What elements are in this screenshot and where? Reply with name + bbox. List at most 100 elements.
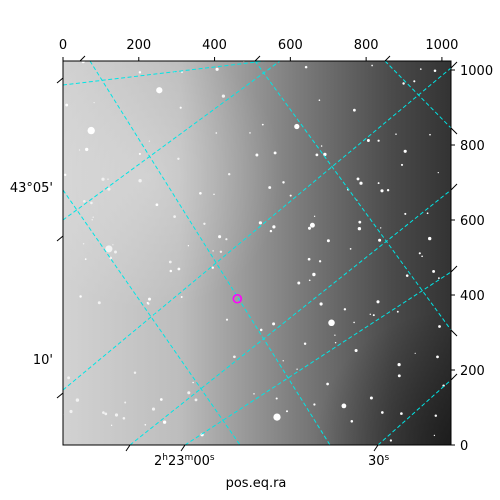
star bbox=[65, 103, 69, 107]
right-tick-label: 1000 bbox=[460, 64, 493, 79]
star bbox=[114, 413, 119, 417]
star bbox=[282, 181, 285, 184]
star bbox=[438, 325, 441, 328]
star bbox=[289, 194, 292, 197]
star bbox=[105, 245, 113, 253]
right-tick-label: 800 bbox=[460, 139, 485, 154]
star bbox=[315, 153, 319, 157]
star bbox=[354, 348, 358, 353]
star bbox=[82, 199, 86, 203]
star bbox=[177, 267, 181, 271]
image-dark-corner bbox=[63, 61, 451, 445]
plot-frame bbox=[62, 60, 452, 446]
star bbox=[97, 301, 101, 305]
star bbox=[253, 393, 255, 395]
star bbox=[372, 314, 375, 317]
top-tick-label: 800 bbox=[354, 38, 379, 53]
star bbox=[397, 363, 401, 367]
star bbox=[334, 341, 337, 344]
world-coordinate-ticks bbox=[56, 55, 458, 452]
star bbox=[356, 177, 360, 181]
star bbox=[369, 396, 373, 400]
star bbox=[255, 153, 259, 157]
star bbox=[307, 226, 312, 230]
star bbox=[268, 186, 272, 189]
star bbox=[419, 68, 422, 70]
star bbox=[92, 216, 94, 218]
star bbox=[357, 227, 362, 231]
star bbox=[101, 177, 105, 181]
star bbox=[273, 151, 277, 155]
star bbox=[326, 382, 329, 386]
star bbox=[273, 413, 281, 421]
star bbox=[148, 140, 151, 142]
world-tick-mark bbox=[450, 265, 458, 273]
top-tick-label: 600 bbox=[278, 38, 303, 53]
star bbox=[93, 101, 95, 104]
star bbox=[313, 215, 316, 217]
world-tick-mark bbox=[384, 55, 391, 62]
star bbox=[318, 99, 321, 101]
dec-tick-label-1: 43°05' bbox=[10, 181, 53, 196]
world-tick-mark bbox=[56, 77, 64, 84]
star bbox=[90, 201, 93, 205]
grid-line bbox=[63, 61, 266, 86]
star bbox=[308, 279, 311, 282]
star bbox=[404, 212, 407, 215]
star bbox=[326, 239, 330, 243]
world-tick-mark bbox=[56, 235, 64, 242]
star bbox=[400, 412, 403, 415]
star bbox=[400, 163, 404, 166]
star bbox=[413, 80, 416, 83]
star bbox=[377, 182, 380, 185]
star bbox=[148, 297, 151, 301]
star bbox=[380, 227, 382, 229]
star bbox=[233, 355, 236, 359]
star bbox=[112, 244, 114, 246]
star bbox=[110, 424, 113, 426]
right-pixel-axis: 0 200 400 600 800 1000 bbox=[451, 64, 493, 454]
star bbox=[434, 414, 438, 417]
star bbox=[282, 360, 284, 362]
star bbox=[389, 439, 393, 442]
target-marker bbox=[232, 293, 243, 304]
right-tick-label: 0 bbox=[460, 439, 468, 454]
world-tick-mark bbox=[180, 444, 186, 452]
star bbox=[380, 411, 384, 414]
star bbox=[221, 94, 226, 98]
top-tick-label: 400 bbox=[202, 38, 227, 53]
star bbox=[213, 193, 215, 196]
star bbox=[102, 411, 105, 414]
star bbox=[194, 398, 198, 402]
star bbox=[402, 82, 405, 85]
star bbox=[353, 321, 355, 324]
star bbox=[320, 145, 323, 147]
star bbox=[81, 61, 85, 64]
star bbox=[144, 424, 147, 426]
star bbox=[151, 407, 156, 411]
grid-line bbox=[184, 271, 451, 445]
star bbox=[84, 258, 87, 260]
world-tick-mark bbox=[56, 392, 64, 399]
star bbox=[258, 221, 262, 225]
star bbox=[107, 178, 109, 180]
star bbox=[177, 157, 180, 161]
star bbox=[249, 132, 251, 134]
star bbox=[109, 256, 113, 260]
grid-line bbox=[63, 61, 281, 221]
star bbox=[432, 269, 436, 273]
star bbox=[371, 64, 373, 67]
star bbox=[87, 126, 95, 135]
star bbox=[225, 238, 228, 241]
top-tick-label: 200 bbox=[126, 38, 151, 53]
star bbox=[378, 238, 382, 242]
star bbox=[414, 352, 416, 354]
star bbox=[421, 255, 423, 258]
star bbox=[418, 252, 421, 255]
star bbox=[304, 65, 308, 69]
star bbox=[323, 152, 327, 157]
star bbox=[437, 171, 439, 174]
star bbox=[433, 69, 437, 72]
star bbox=[359, 181, 363, 185]
